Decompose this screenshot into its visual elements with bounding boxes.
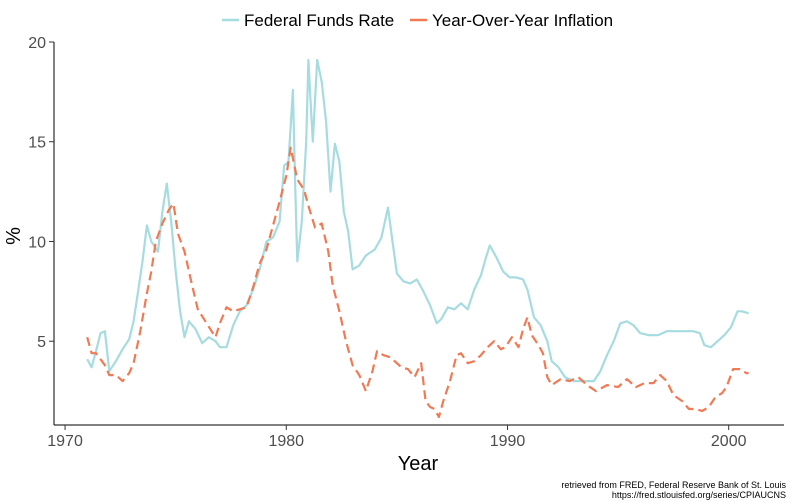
y-axis-title: % xyxy=(3,227,25,245)
source-caption-line-2: https://fred.stlouisfed.org/series/CPIAU… xyxy=(611,490,786,500)
x-tick-label: 2000 xyxy=(711,433,747,450)
series-line-federal-funds-rate xyxy=(86,58,749,383)
x-tick-label: 1980 xyxy=(268,433,304,450)
legend-label-inflation: Year-Over-Year Inflation xyxy=(432,11,613,30)
x-tick-label: 1970 xyxy=(47,433,83,450)
axes: 5 10 15 20 1970 1980 1990 2000 xyxy=(28,35,784,450)
legend-label-federal-funds-rate: Federal Funds Rate xyxy=(244,11,394,30)
y-tick-label: 20 xyxy=(28,35,46,52)
legend: Federal Funds Rate Year-Over-Year Inflati… xyxy=(222,11,613,30)
x-tick-label: 1990 xyxy=(490,433,526,450)
y-tick-label: 5 xyxy=(37,334,46,351)
series-line-inflation xyxy=(86,146,749,419)
x-axis-title: Year xyxy=(398,453,439,475)
y-tick-label: 10 xyxy=(28,234,46,251)
y-tick-label: 15 xyxy=(28,135,46,152)
plot-lines xyxy=(86,58,749,419)
source-caption-line-1: retrieved from FRED, Federal Reserve Ban… xyxy=(561,480,786,490)
source-caption: retrieved from FRED, Federal Reserve Ban… xyxy=(561,480,786,500)
